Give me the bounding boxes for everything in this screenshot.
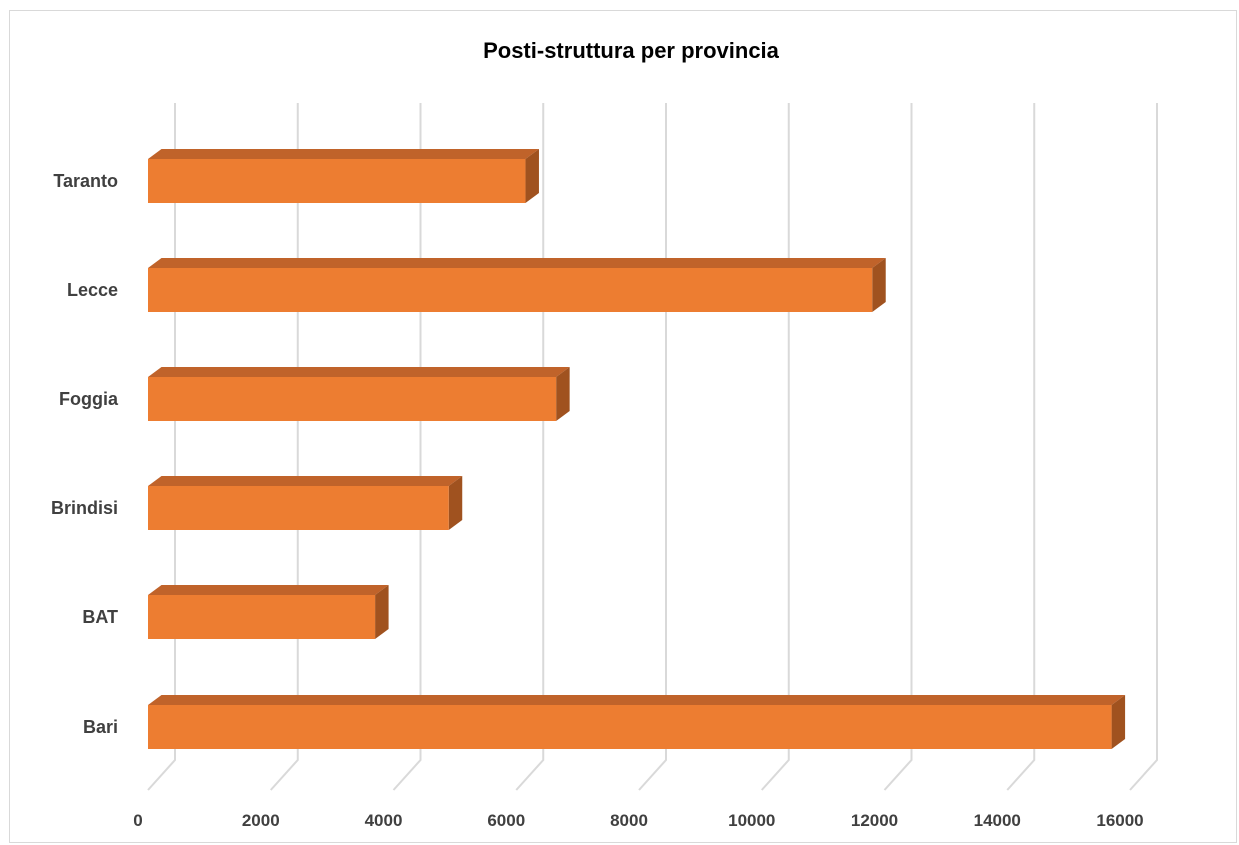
x-tick-label: 6000 <box>487 811 525 830</box>
bar-front-face <box>148 377 557 421</box>
bar-side-face <box>448 476 463 530</box>
gridline <box>638 103 667 791</box>
category-label: Taranto <box>53 171 118 191</box>
bar-top-face <box>148 258 886 268</box>
x-tick-label: 14000 <box>974 811 1021 830</box>
category-label: Lecce <box>67 280 118 300</box>
x-tick-label: 2000 <box>242 811 280 830</box>
x-tick-label: 4000 <box>365 811 403 830</box>
bar-front-face <box>148 268 873 312</box>
category-label: Brindisi <box>51 498 118 518</box>
category-labels: Bari BAT Brindisi Foggia Lecce Taranto <box>51 171 119 737</box>
bar-front-face <box>148 159 526 203</box>
bar-top-face <box>148 695 1126 705</box>
gridline <box>1129 103 1158 791</box>
bars <box>148 149 1126 749</box>
bar-side-face <box>525 149 539 203</box>
gridlines <box>147 103 1158 791</box>
bar-side-face <box>556 367 570 421</box>
bar-lecce <box>148 258 886 312</box>
bar-foggia <box>148 367 570 421</box>
bar-side-face <box>872 258 886 312</box>
bar-top-face <box>148 585 389 595</box>
gridline <box>392 103 422 791</box>
category-label: Bari <box>83 717 118 737</box>
category-label: BAT <box>82 607 118 627</box>
bar-top-face <box>148 149 539 159</box>
x-tick-label: 0 <box>133 811 142 830</box>
bar-side-face <box>375 585 389 639</box>
gridline <box>761 103 790 791</box>
bar-top-face <box>148 476 463 486</box>
gridline <box>147 103 176 791</box>
gridline <box>883 103 913 791</box>
bar-bat <box>148 585 389 639</box>
bar-front-face <box>148 705 1112 749</box>
bar-side-face <box>1111 695 1126 749</box>
category-label: Foggia <box>59 389 119 409</box>
bar-front-face <box>148 595 376 639</box>
gridline <box>270 103 299 791</box>
gridline <box>1006 103 1036 791</box>
gridline <box>515 103 545 791</box>
bar-taranto <box>148 149 539 203</box>
x-tick-label: 8000 <box>610 811 648 830</box>
bar-bari <box>148 695 1126 749</box>
x-axis-tick-labels: 0 2000 4000 6000 8000 10000 12000 14000 16000 <box>133 811 1143 830</box>
x-tick-label: 16000 <box>1096 811 1143 830</box>
chart-title: Posti-struttura per provincia <box>483 38 780 63</box>
x-tick-label: 10000 <box>728 811 775 830</box>
bar-front-face <box>148 486 449 530</box>
bar-brindisi <box>148 476 463 530</box>
bar-top-face <box>148 367 570 377</box>
x-tick-label: 12000 <box>851 811 898 830</box>
